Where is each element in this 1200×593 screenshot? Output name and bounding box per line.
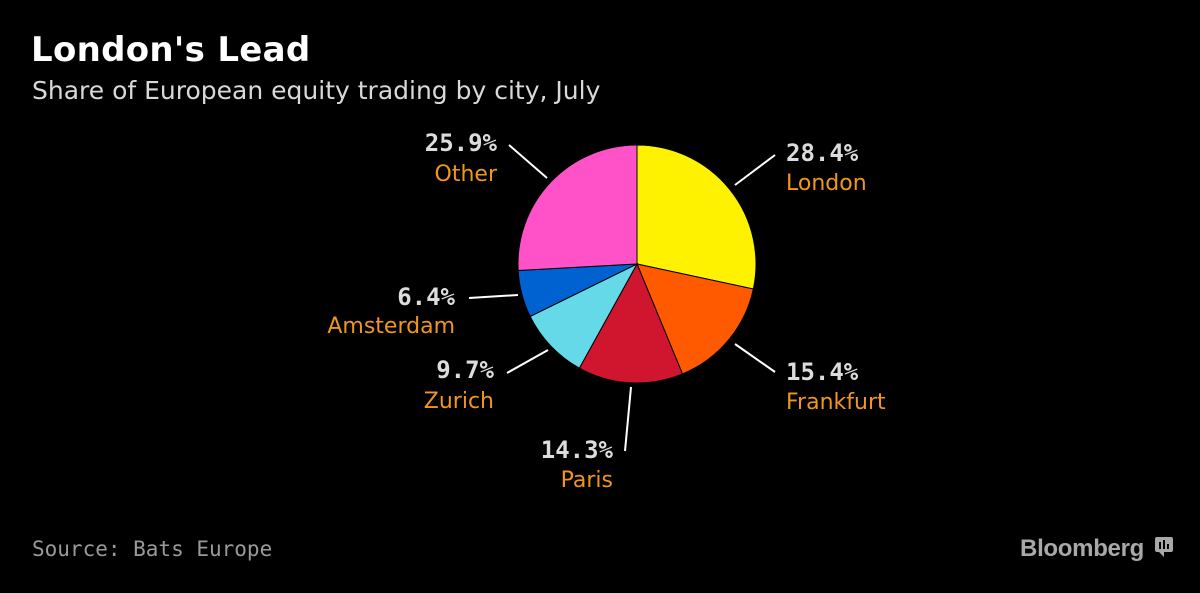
slice-value-label-other: 25.9% — [425, 129, 498, 157]
bloomberg-mark-icon — [1155, 537, 1173, 557]
slice-value-label-amsterdam: 6.4% — [397, 283, 455, 311]
chart-subtitle: Share of European equity trading by city… — [32, 76, 601, 105]
slice-value-label-frankfurt: 15.4% — [786, 358, 859, 386]
leader-line-amsterdam — [468, 294, 519, 299]
slice-value-label-zurich: 9.7% — [436, 356, 494, 384]
leader-line-london — [734, 154, 776, 186]
pie-slice-london — [636, 144, 757, 290]
leader-lines — [468, 144, 776, 452]
source-note: Source: Bats Europe — [32, 537, 273, 561]
leader-line-zurich — [506, 349, 549, 374]
slice-name-label-paris: Paris — [561, 468, 613, 493]
leader-line-frankfurt — [734, 343, 776, 373]
leader-line-paris — [624, 386, 632, 452]
pie-slice-other — [517, 144, 638, 272]
slice-name-label-amsterdam: Amsterdam — [327, 314, 455, 339]
bloomberg-logo: Bloomberg — [1020, 535, 1144, 562]
slice-name-label-london: London — [786, 171, 867, 196]
slice-value-label-paris: 14.3% — [541, 436, 614, 464]
pie-slices — [517, 144, 757, 384]
chart-title: London's Lead — [31, 30, 311, 70]
slice-name-label-zurich: Zurich — [424, 389, 494, 414]
slice-name-label-other: Other — [435, 162, 498, 187]
slice-name-label-frankfurt: Frankfurt — [786, 390, 886, 415]
slice-labels: 28.4% London 15.4% Frankfurt 14.3% Paris 9.7% Z… — [327, 129, 886, 493]
leader-line-other — [508, 144, 548, 179]
pie-slice-frankfurt — [636, 263, 754, 375]
slice-value-label-london: 28.4% — [786, 139, 859, 167]
pie-slice-paris — [578, 262, 684, 384]
